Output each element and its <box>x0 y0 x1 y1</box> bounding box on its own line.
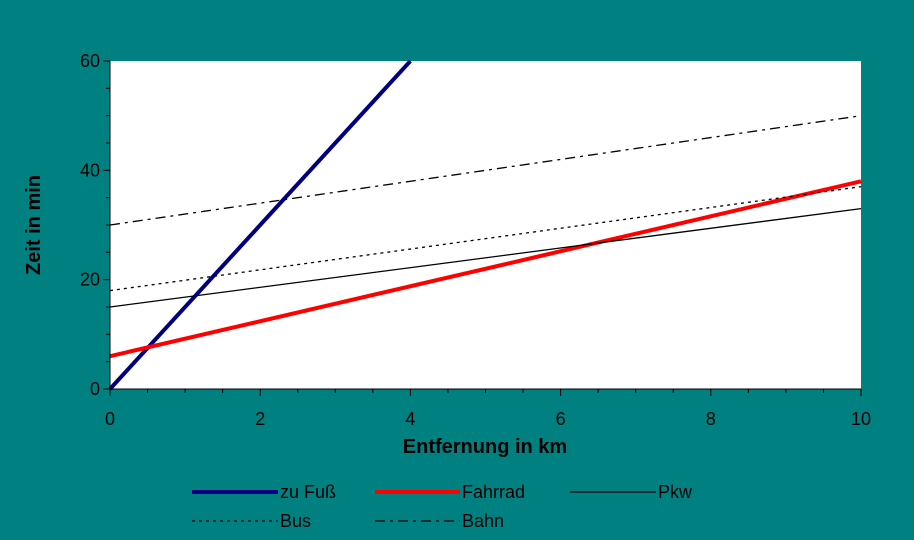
y-tick-label: 20 <box>80 270 100 290</box>
x-tick-label: 2 <box>255 409 265 429</box>
plot-area <box>110 61 861 389</box>
legend-label-fahrrad: Fahrrad <box>462 482 525 502</box>
x-tick-label: 8 <box>706 409 716 429</box>
x-axis-title: Entfernung in km <box>403 436 567 458</box>
y-tick-label: 60 <box>80 51 100 71</box>
series-line-pkw <box>109 207 862 308</box>
y-tick-label: 0 <box>90 379 100 399</box>
legend-label-bahn: Bahn <box>462 511 504 531</box>
legend-label-pkw: Pkw <box>658 482 693 502</box>
series-line-fahrrad <box>109 179 862 359</box>
series-line-bus <box>109 186 862 292</box>
x-tick-label: 0 <box>105 409 115 429</box>
x-tick-label: 4 <box>405 409 415 429</box>
y-tick-label: 40 <box>80 160 100 180</box>
legend-label-bus: Bus <box>280 511 311 531</box>
legend: zu Fuß Fahrrad Pkw Bus Bahn <box>192 482 693 531</box>
x-tick-label: 6 <box>556 409 566 429</box>
legend-label-zu-fuss: zu Fuß <box>280 482 336 502</box>
series-line-zu-fuss <box>108 59 412 391</box>
x-tick-label: 10 <box>851 409 871 429</box>
y-axis-title: Zeit in min <box>23 175 45 275</box>
